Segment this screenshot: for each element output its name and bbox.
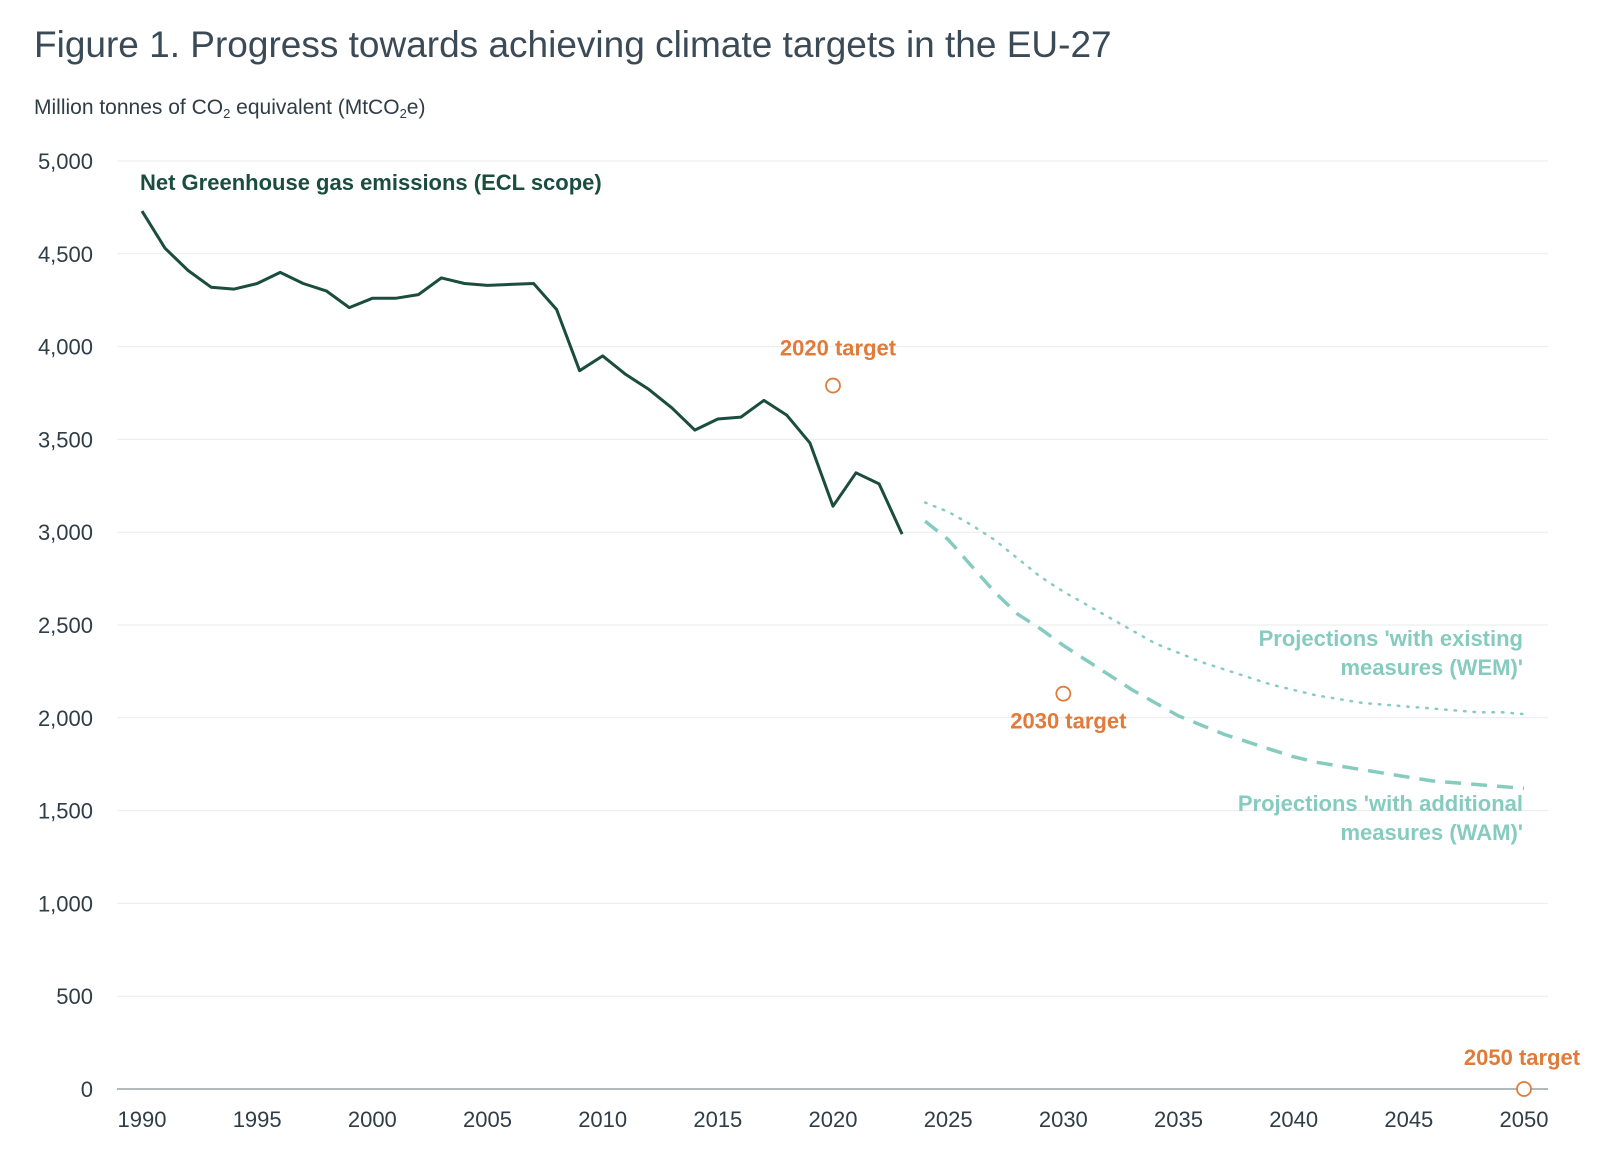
wam-series-label-line2: measures (WAM)' bbox=[1341, 820, 1524, 845]
unit-prefix: Million tonnes of CO bbox=[34, 96, 224, 119]
target-label: 2020 target bbox=[780, 336, 897, 361]
x-tick-label: 2010 bbox=[578, 1107, 627, 1132]
x-tick-label: 2005 bbox=[463, 1107, 512, 1132]
x-tick-label: 2030 bbox=[1039, 1107, 1088, 1132]
y-tick-label: 2,500 bbox=[38, 613, 93, 638]
historic-series-label: Net Greenhouse gas emissions (ECL scope) bbox=[140, 170, 602, 195]
y-tick-label: 0 bbox=[81, 1077, 93, 1102]
wam-projection-line bbox=[924, 519, 1525, 791]
series-lines bbox=[140, 210, 1526, 791]
target-marker bbox=[825, 377, 841, 394]
target-marker bbox=[1516, 1081, 1532, 1097]
wem-series-label-line1: Projections 'with existing bbox=[1259, 626, 1523, 651]
x-tick-label: 2050 bbox=[1500, 1107, 1549, 1132]
grid-lines bbox=[117, 160, 1548, 1090]
y-tick-label: 3,000 bbox=[38, 520, 93, 545]
x-tick-label: 2025 bbox=[924, 1107, 973, 1132]
x-tick-label: 2000 bbox=[348, 1107, 397, 1132]
target-label: 2030 target bbox=[1010, 709, 1127, 734]
x-tick-label: 2040 bbox=[1269, 1107, 1318, 1132]
unit-suffix: e) bbox=[406, 96, 426, 119]
x-tick-label: 1995 bbox=[233, 1107, 282, 1132]
y-axis-unit-label: Million tonnes of CO2 equivalent (MtCO2e… bbox=[34, 96, 425, 121]
y-tick-label: 5,000 bbox=[38, 149, 93, 174]
x-tick-label: 2045 bbox=[1384, 1107, 1433, 1132]
x-tick-label: 2015 bbox=[693, 1107, 742, 1132]
chart-title: Figure 1. Progress towards achieving cli… bbox=[34, 24, 1112, 65]
wem-series-label-line2: measures (WEM)' bbox=[1341, 655, 1524, 680]
target-label: 2050 target bbox=[1464, 1045, 1581, 1070]
y-tick-label: 2,000 bbox=[38, 706, 93, 731]
x-tick-label: 2035 bbox=[1154, 1107, 1203, 1132]
y-tick-label: 1,500 bbox=[38, 799, 93, 824]
wem-projection-line bbox=[923, 501, 1526, 716]
y-tick-label: 4,500 bbox=[38, 242, 93, 267]
target-markers: 2020 target 2030 target 2050 target bbox=[780, 336, 1581, 1097]
x-tick-label: 1990 bbox=[118, 1107, 167, 1132]
unit-subscript-2: 2 bbox=[399, 106, 407, 121]
wam-series-label-line1: Projections 'with additional bbox=[1238, 791, 1523, 816]
unit-subscript-1: 2 bbox=[223, 106, 231, 121]
historic-emissions-line bbox=[140, 210, 904, 535]
unit-middle: equivalent (MtCO bbox=[230, 96, 400, 119]
y-tick-label: 3,500 bbox=[38, 427, 93, 452]
x-tick-label: 2020 bbox=[809, 1107, 858, 1132]
y-tick-label: 4,000 bbox=[38, 335, 93, 360]
y-tick-label: 1,000 bbox=[38, 891, 93, 916]
target-marker bbox=[1055, 685, 1072, 702]
y-tick-label: 500 bbox=[56, 984, 93, 1009]
y-axis-ticks: 0 500 1,000 1,500 2,000 2,500 3,000 3,500 4,000 4… bbox=[38, 149, 93, 1102]
annotations: Net Greenhouse gas emissions (ECL scope)… bbox=[140, 170, 1523, 845]
x-axis-ticks: 1990 1995 2000 2005 2010 2015 2020 2025 2030 2035… bbox=[118, 1107, 1549, 1132]
